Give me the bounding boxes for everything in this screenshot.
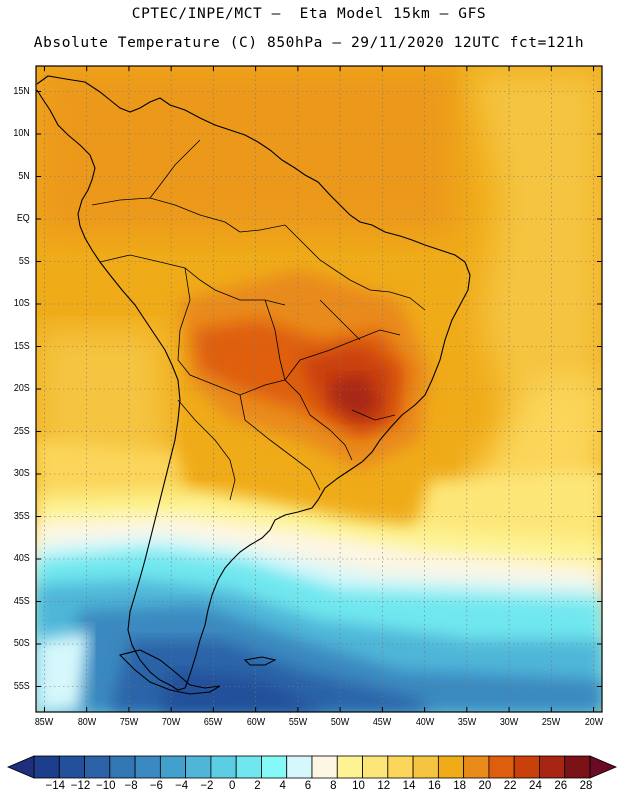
colorbar-tick-label: 6 <box>304 780 312 792</box>
lon-tick-label: 40W <box>415 716 434 728</box>
coastline <box>36 75 471 695</box>
colorbar-tick-label: 0 <box>228 780 236 792</box>
colorbar-tick-label: −10 <box>96 780 116 792</box>
colorbar-tick-label: −4 <box>175 780 189 792</box>
lon-tick-label: 50W <box>330 716 350 728</box>
colorbar-tick-label: 14 <box>402 780 416 792</box>
colorbar-tick-label: −2 <box>200 780 214 792</box>
map-title-line1: CPTEC/INPE/MCT – Eta Model 15km – GFS <box>131 6 487 22</box>
colorbar-tick-label: 26 <box>554 780 568 792</box>
lat-tick-label: 10S <box>13 297 30 309</box>
lat-tick-label: 5N <box>18 169 30 182</box>
colorbar-tick-label: −14 <box>45 780 66 792</box>
lat-tick-label: EQ <box>16 212 30 224</box>
lat-tick-label: 35S <box>13 509 30 522</box>
lon-tick-label: 75W <box>119 716 139 728</box>
lat-tick-label: 15S <box>13 339 30 352</box>
map-title-line2: Absolute Temperature (C) 850hPa – 29/11/… <box>33 35 585 51</box>
colorbar-tick-label: 22 <box>503 780 517 792</box>
lon-tick-label: 55W <box>288 716 308 728</box>
lon-tick-label: 25W <box>542 716 561 728</box>
lat-tick-label: 30S <box>13 467 30 479</box>
lat-tick-label: 5S <box>18 254 30 267</box>
colorbar-tick-label: −6 <box>149 780 163 792</box>
country-borders <box>91 139 426 501</box>
lat-tick-label: 50S <box>13 637 30 649</box>
colorbar-tick-label: 2 <box>254 780 261 792</box>
lon-tick-label: 85W <box>35 716 54 728</box>
lat-tick-label: 45S <box>13 594 30 607</box>
colorbar-tick-label: 12 <box>377 780 391 792</box>
lat-tick-label: 40S <box>13 552 30 564</box>
colorbar-tick-label: −8 <box>124 780 138 792</box>
lon-tick-label: 30W <box>499 716 519 728</box>
colorbar-tick-label: 28 <box>579 780 593 792</box>
lat-tick-label: 15N <box>13 84 30 97</box>
colorbar-tick-label: 24 <box>529 780 542 792</box>
colorbar-tick-label: 4 <box>279 780 286 792</box>
lat-tick-label: 55S <box>13 679 30 692</box>
lat-tick-label: 25S <box>13 424 30 437</box>
colorbar-tick-label: 16 <box>427 780 441 792</box>
lon-tick-label: 35W <box>457 716 477 728</box>
lon-tick-label: 20W <box>584 716 603 728</box>
lon-tick-label: 60W <box>246 716 265 728</box>
lon-tick-label: 70W <box>161 716 181 728</box>
colorbar-tick-label: 10 <box>352 780 365 792</box>
lon-tick-label: 80W <box>77 716 96 728</box>
colorbar-tick-label: 8 <box>330 780 337 792</box>
colorbar-tick-label: −12 <box>70 780 91 792</box>
lat-tick-label: 10N <box>13 127 30 139</box>
lat-tick-label: 20S <box>13 382 30 394</box>
colorbar-tick-label: 20 <box>478 780 492 792</box>
colorbar-tick-label: 18 <box>453 780 467 792</box>
lon-tick-label: 45W <box>373 716 392 728</box>
temperature-field <box>36 66 602 712</box>
lon-tick-label: 65W <box>204 716 223 728</box>
